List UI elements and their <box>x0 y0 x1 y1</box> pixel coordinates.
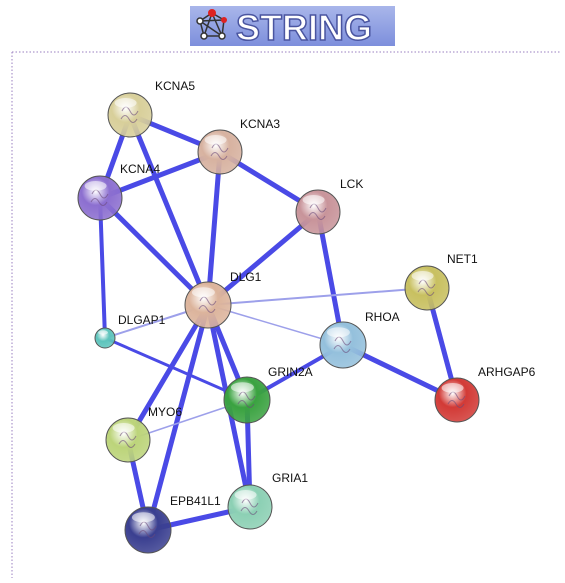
node-highlight <box>302 195 325 205</box>
node-label: KCNA3 <box>240 117 280 131</box>
node-label: LCK <box>340 177 363 191</box>
edge <box>125 302 211 443</box>
node-label: NET1 <box>447 252 478 266</box>
node-label: GRIN2A <box>268 365 313 379</box>
node-label: RHOA <box>365 310 400 324</box>
logo-icon <box>196 9 227 40</box>
node-highlight <box>326 327 350 338</box>
node-label: ARHGAP6 <box>478 365 536 379</box>
protein-structure <box>240 498 259 515</box>
edge <box>98 196 107 340</box>
node-label: EPB41L1 <box>170 494 221 508</box>
node-highlight <box>441 383 464 393</box>
protein-structure <box>237 391 256 408</box>
protein-structure <box>210 143 229 160</box>
node-highlight <box>131 512 155 523</box>
protein-structure <box>138 521 157 538</box>
edge <box>97 195 211 308</box>
protein-structure <box>90 189 109 206</box>
node-highlight <box>112 423 135 433</box>
banner-title: STRING <box>236 7 372 48</box>
node-highlight <box>234 490 257 500</box>
edge <box>127 112 211 308</box>
frame <box>11 51 560 578</box>
node-label: DLGAP1 <box>118 313 166 327</box>
edge <box>205 209 321 308</box>
node-label: GRIA1 <box>272 471 308 485</box>
node-label: KCNA4 <box>120 162 160 176</box>
node-highlight <box>191 287 215 298</box>
protein-structure <box>120 106 139 123</box>
node-highlight <box>114 98 137 108</box>
node-highlight <box>204 135 227 145</box>
protein-structure <box>447 391 466 408</box>
protein-structure <box>333 336 352 353</box>
edge <box>205 149 223 308</box>
node-highlight <box>98 330 108 335</box>
node-label: KCNA5 <box>155 79 195 93</box>
banner <box>190 6 395 46</box>
node-highlight <box>84 181 107 191</box>
protein-structure <box>118 431 137 448</box>
edge <box>207 287 428 306</box>
protein-structure <box>198 296 217 313</box>
protein-structure <box>417 279 436 296</box>
node-label: MYO6 <box>148 405 182 419</box>
node-highlight <box>230 382 254 393</box>
protein-structure <box>308 203 327 220</box>
node-label: DLG1 <box>230 270 262 284</box>
edge <box>103 336 249 402</box>
node-highlight <box>411 271 434 281</box>
edge <box>145 302 211 533</box>
